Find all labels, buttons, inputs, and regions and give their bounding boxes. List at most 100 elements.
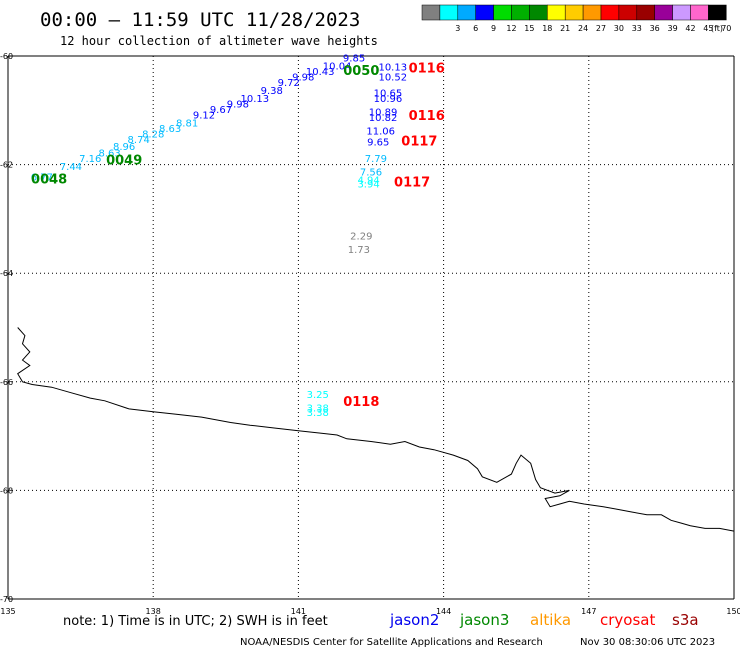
satellite-name: altika [530, 611, 571, 629]
lon-tick-label: 144 [436, 607, 451, 616]
footer-credit: NOAA/NESDIS Center for Satellite Applica… [240, 637, 543, 648]
satellite-name: jason2 [389, 611, 439, 629]
wave-height-value: 9.65 [367, 138, 389, 149]
wave-height-value: 10.13 [241, 94, 270, 105]
wave-height-value: 9.67 [210, 105, 232, 116]
legend-swatch [529, 4, 548, 21]
legend-unit: (ft) [711, 24, 723, 33]
pass-time-label: 0116 [409, 109, 445, 124]
wave-height-value: 10.04 [323, 62, 352, 73]
legend-swatch [457, 4, 476, 21]
wave-height-value: 10.65 [374, 89, 403, 100]
legend-label: 30 [614, 24, 624, 33]
wave-height-value: 3.25 [307, 390, 329, 401]
legend-label: 15 [524, 24, 534, 33]
legend-label: 70 [721, 24, 731, 33]
wave-height-value: 9.98 [292, 72, 314, 83]
wave-height-value: 10.43 [306, 67, 335, 78]
legend-swatch [654, 4, 673, 21]
wave-height-value: 11.06 [366, 127, 395, 138]
pass-time-label: 0049 [106, 154, 142, 169]
legend-label: 21 [560, 24, 570, 33]
color-scale-legend: 3 6 9 12 15 18 21 24 27 30 33 36 39 42 45 70 [421, 4, 731, 33]
legend-swatch [708, 4, 727, 21]
legend-label: 3 [455, 24, 460, 33]
wave-height-value: 8.63 [159, 124, 181, 135]
page-subtitle: 12 hour collection of altimeter wave hei… [60, 34, 378, 48]
lon-tick-label: 147 [581, 607, 596, 616]
legend-label: 36 [650, 24, 660, 33]
wave-height-value: 8.96 [113, 142, 135, 153]
wave-height-value: 7.79 [365, 154, 387, 165]
pass-time-labels: 0048 0049 0050 0116 0116 0117 0117 0118 [31, 61, 445, 410]
legend-swatch [690, 4, 709, 21]
wave-height-value: 10.89 [369, 108, 398, 119]
wave-height-value: 2.29 [350, 232, 372, 243]
wave-height-value: 3.38 [307, 404, 329, 415]
wave-height-value: 8.28 [142, 129, 164, 140]
satellite-name: cryosat [600, 611, 655, 629]
legend-swatch [636, 4, 655, 21]
wave-height-value: 9.38 [261, 86, 283, 97]
legend-swatch [564, 4, 584, 21]
lon-tick-label: 141 [291, 607, 306, 616]
lat-tick-label: -60 [0, 52, 13, 61]
wave-height-value: 8.81 [176, 119, 198, 130]
wave-height-value: 8.63 [99, 148, 121, 159]
wave-height-value: 3.94 [357, 179, 379, 190]
legend-swatch [618, 4, 638, 21]
wave-height-value: 9.12 [193, 110, 215, 121]
wave-height-value: 8.74 [128, 135, 150, 146]
wave-height-value: 10.82 [369, 113, 398, 124]
lat-tick-label: -70 [0, 595, 13, 604]
lon-tick-label: 135 [0, 607, 15, 616]
legend-label: 24 [578, 24, 588, 33]
wave-height-value: 10.13 [378, 63, 407, 74]
map-panel: 135 138 141 144 147 150 -60 -62 -64 -66 -68 -70 6.7… [0, 52, 740, 616]
footer-timestamp: Nov 30 08:30:06 UTC 2023 [580, 637, 715, 648]
pass-time-label: 0116 [409, 61, 445, 76]
pass-time-label: 0048 [31, 173, 67, 188]
legend-label: 12 [506, 24, 516, 33]
legend-swatch [582, 4, 602, 21]
wave-height-value: 3.38 [307, 408, 329, 419]
lat-tick-label: -62 [0, 161, 13, 170]
legend-swatch [493, 4, 512, 21]
pass-time-label: 0117 [394, 175, 430, 190]
legend-swatch [547, 4, 566, 21]
lat-tick-label: -68 [0, 486, 13, 495]
axis-tick-labels: 135 138 141 144 147 150 -60 -62 -64 -66 -68 -70 [0, 52, 740, 616]
wave-height-value: 6.77 [31, 172, 53, 183]
wave-height-value: 1.73 [348, 245, 370, 256]
legend-swatch [511, 4, 530, 21]
legend-label: 39 [668, 24, 678, 33]
wave-height-value: 9.85 [343, 53, 365, 64]
legend-label: 27 [596, 24, 606, 33]
legend-swatch [421, 4, 441, 21]
footer-note: note: 1) Time is in UTC; 2) SWH is in fe… [63, 614, 328, 629]
wave-height-value: 7.44 [60, 162, 82, 173]
pass-time-label: 0050 [343, 64, 379, 79]
wave-height-value: 10.52 [378, 72, 407, 83]
wave-height-value: 7.56 [360, 167, 382, 178]
legend-label: 42 [685, 24, 695, 33]
wave-height-observations: 6.777.447.168.638.968.748.288.638.819.12… [31, 53, 407, 419]
wave-height-value: 7.16 [79, 154, 101, 165]
pass-time-label: 0118 [343, 395, 379, 410]
legend-label: 18 [542, 24, 552, 33]
wave-height-value: 10.96 [374, 94, 403, 105]
wave-height-value: 4.94 [357, 176, 379, 187]
satellite-name: s3a [672, 611, 699, 629]
satellite-name: jason3 [459, 611, 509, 629]
lon-tick-label: 138 [146, 607, 161, 616]
legend-swatch [439, 4, 459, 21]
legend-label: 6 [473, 24, 478, 33]
legend-swatch [672, 4, 691, 21]
legend-label: 45 [703, 24, 713, 33]
lon-tick-label: 150 [726, 607, 740, 616]
antarctic-coastline [17, 327, 735, 532]
legend-label: 33 [632, 24, 642, 33]
legend-swatch [600, 4, 620, 21]
legend-swatch [475, 4, 494, 21]
